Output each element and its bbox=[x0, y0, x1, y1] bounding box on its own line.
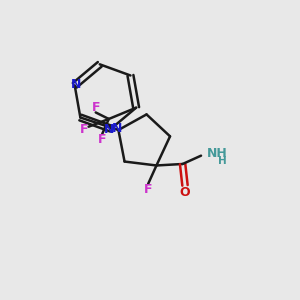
Text: NH: NH bbox=[206, 147, 227, 160]
Text: F: F bbox=[144, 183, 152, 196]
Text: N: N bbox=[71, 78, 81, 91]
Text: H: H bbox=[218, 156, 226, 166]
Text: N: N bbox=[103, 123, 114, 136]
Text: F: F bbox=[92, 100, 100, 114]
Text: F: F bbox=[98, 133, 106, 146]
Text: F: F bbox=[80, 123, 89, 136]
Text: N: N bbox=[112, 122, 122, 135]
Text: O: O bbox=[180, 186, 190, 199]
